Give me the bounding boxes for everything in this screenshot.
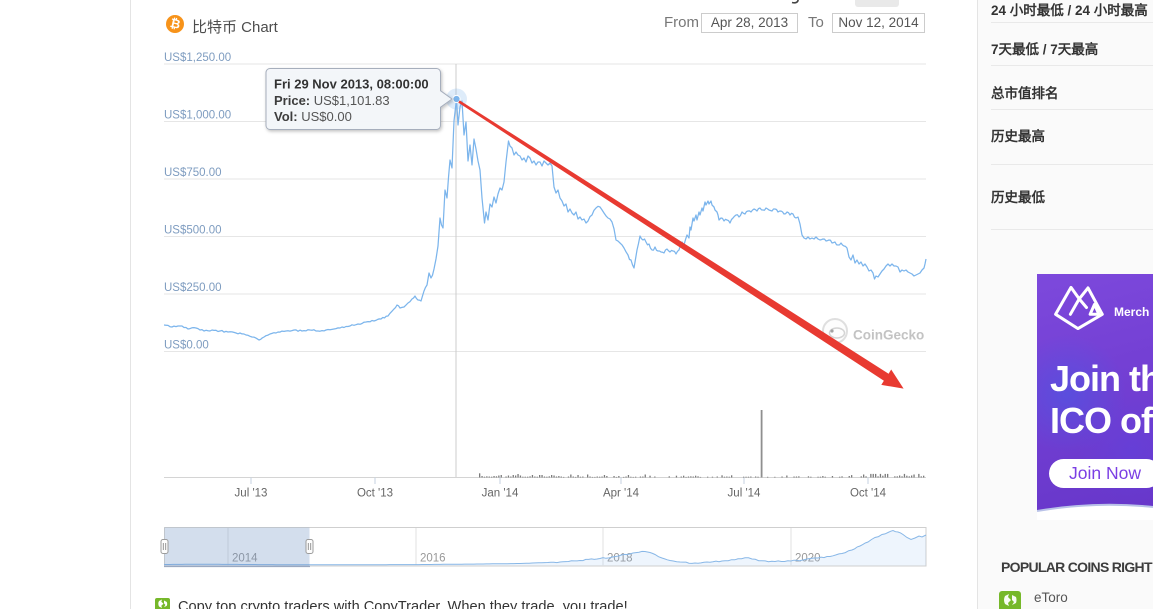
svg-text:US$750.00: US$750.00 bbox=[164, 167, 222, 179]
svg-text:Jul '13: Jul '13 bbox=[235, 488, 268, 500]
svg-text:Price: US$1,101.83: Price: US$1,101.83 bbox=[274, 93, 390, 108]
svg-text:2018: 2018 bbox=[607, 553, 633, 565]
svg-text:Vol: US$0.00: Vol: US$0.00 bbox=[274, 109, 352, 124]
svg-text:CoinGecko: CoinGecko bbox=[853, 328, 924, 343]
svg-text:2014: 2014 bbox=[232, 553, 258, 565]
svg-text:US$500.00: US$500.00 bbox=[164, 225, 222, 237]
svg-text:Apr '14: Apr '14 bbox=[603, 488, 640, 500]
svg-text:Oct '14: Oct '14 bbox=[850, 488, 887, 500]
svg-text:2016: 2016 bbox=[420, 553, 446, 565]
svg-text:US$0.00: US$0.00 bbox=[164, 340, 209, 352]
svg-text:Fri 29 Nov 2013, 08:00:00: Fri 29 Nov 2013, 08:00:00 bbox=[274, 77, 429, 92]
svg-text:Oct '13: Oct '13 bbox=[357, 488, 393, 500]
svg-text:US$1,000.00: US$1,000.00 bbox=[164, 110, 231, 122]
svg-text:US$1,250.00: US$1,250.00 bbox=[164, 52, 231, 64]
svg-text:US$250.00: US$250.00 bbox=[164, 282, 222, 294]
svg-text:Jul '14: Jul '14 bbox=[728, 488, 761, 500]
svg-text:Jan '14: Jan '14 bbox=[482, 488, 519, 500]
